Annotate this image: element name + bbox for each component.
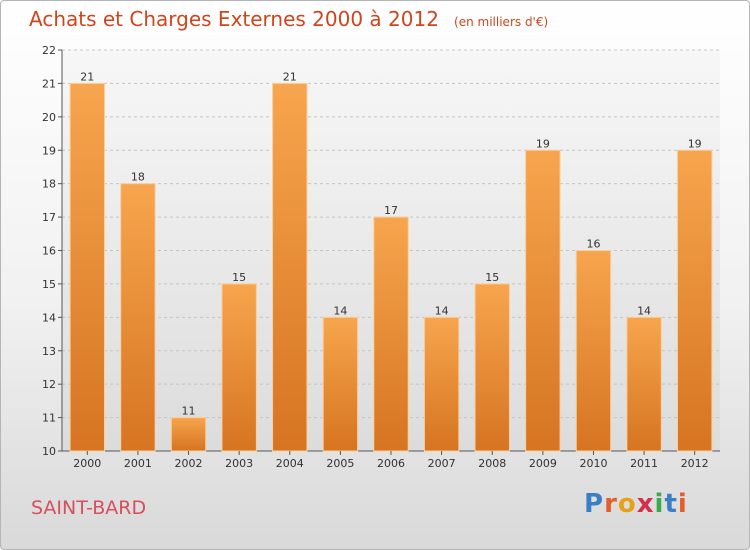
bar-value-label: 11: [182, 405, 196, 418]
bar: [170, 417, 207, 452]
bar-value-label: 19: [688, 137, 702, 150]
bar: [272, 82, 308, 452]
x-tick-label: 2012: [681, 457, 709, 470]
logo-letter: o: [617, 489, 637, 519]
x-tick-label: 2003: [225, 457, 253, 470]
logo-letter: t: [664, 489, 678, 519]
x-tick-label: 2005: [326, 457, 354, 470]
y-tick-label: 15: [42, 278, 56, 291]
bar: [423, 316, 460, 452]
chart-unit: (en milliers d'€): [454, 15, 549, 29]
y-tick-label: 17: [42, 211, 56, 224]
bar-value-label: 15: [232, 271, 246, 284]
x-tick-label: 2011: [630, 457, 658, 470]
x-tick-label: 2000: [73, 457, 101, 470]
logo-letter: x: [636, 489, 655, 519]
bar: [373, 216, 409, 452]
x-tick-label: 2009: [529, 457, 557, 470]
bar-value-label: 17: [384, 204, 398, 217]
y-tick-label: 22: [42, 44, 56, 57]
x-tick-label: 2007: [428, 457, 456, 470]
bar: [626, 316, 662, 452]
bar: [322, 316, 359, 452]
bar-value-label: 16: [586, 238, 600, 251]
bar-value-label: 19: [536, 137, 550, 150]
x-tick-label: 2010: [579, 457, 607, 470]
y-tick-label: 16: [42, 245, 56, 258]
title-line: Achats et Charges Externes 2000 à 2012 (…: [29, 7, 548, 31]
y-tick-label: 11: [42, 412, 56, 425]
bar: [525, 149, 561, 452]
logo-letter: i: [654, 489, 665, 519]
bar-value-label: 15: [485, 271, 499, 284]
bar-value-label: 14: [435, 304, 449, 317]
y-tick-label: 20: [42, 111, 56, 124]
logo-letter: i: [677, 489, 688, 519]
x-tick-label: 2006: [377, 457, 405, 470]
commune-name: SAINT-BARD: [31, 497, 147, 519]
y-tick-label: 19: [42, 144, 56, 157]
proxiti-logo: Proxiti: [584, 489, 688, 519]
bar-value-label: 21: [283, 70, 297, 83]
logo-letter: P: [584, 489, 605, 519]
bar-value-label: 18: [131, 171, 145, 184]
x-tick-label: 2001: [124, 457, 152, 470]
bar-value-label: 14: [637, 304, 651, 317]
bar: [575, 250, 612, 452]
chart-title: Achats et Charges Externes 2000 à 2012: [29, 7, 439, 31]
y-tick-label: 14: [42, 311, 56, 324]
y-tick-label: 18: [42, 178, 56, 191]
y-tick-label: 13: [42, 345, 56, 358]
logo-letter: r: [604, 489, 618, 519]
y-tick-label: 21: [42, 77, 56, 90]
y-tick-label: 12: [42, 378, 56, 391]
bar-value-label: 14: [333, 304, 347, 317]
bar: [474, 283, 510, 452]
x-tick-label: 2004: [276, 457, 304, 470]
x-tick-label: 2008: [478, 457, 506, 470]
bar: [120, 183, 156, 452]
x-tick-label: 2002: [175, 457, 203, 470]
bar: [69, 82, 106, 452]
y-tick-label: 10: [42, 445, 56, 458]
bar-value-label: 21: [80, 70, 94, 83]
bar: [221, 283, 257, 452]
bar: [676, 149, 713, 452]
